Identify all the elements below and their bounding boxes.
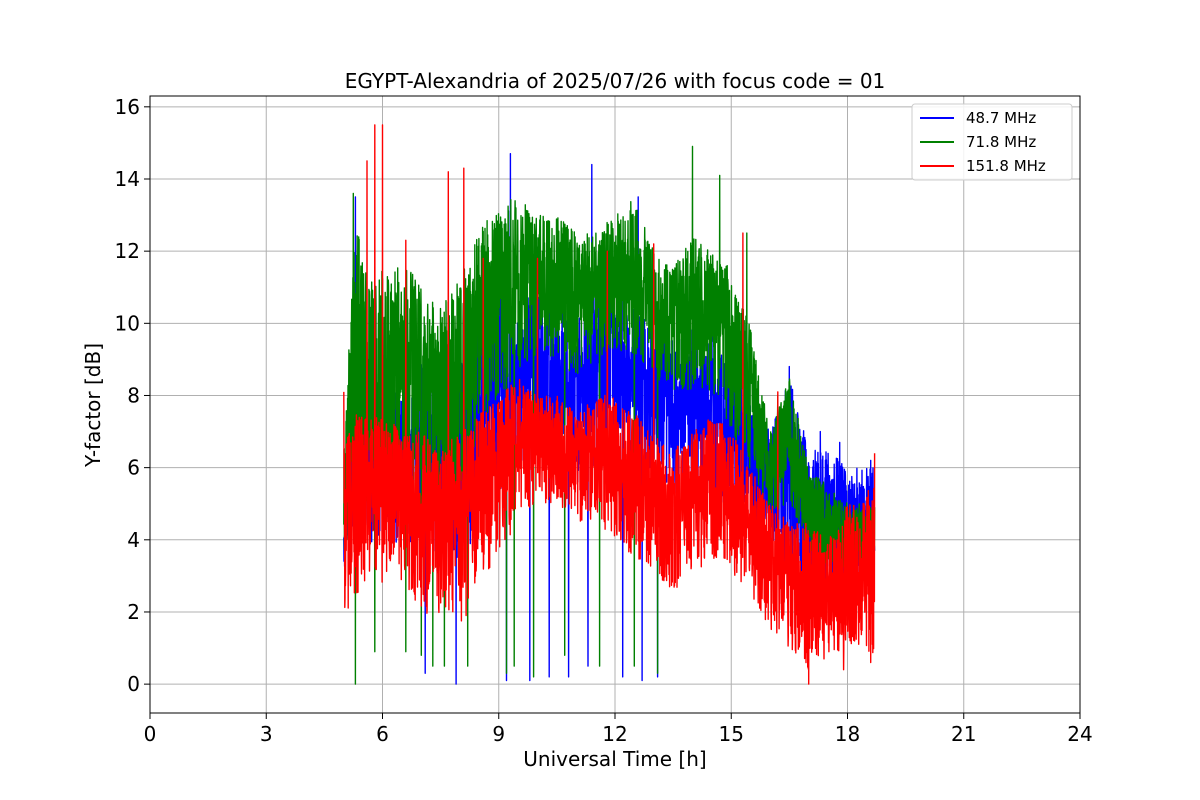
- y-tick-label: 4: [127, 528, 140, 552]
- x-axis-label: Universal Time [h]: [523, 747, 706, 771]
- y-tick-label: 6: [127, 456, 140, 480]
- y-tick-label: 14: [115, 167, 140, 191]
- legend-label-3: 151.8 MHz: [966, 157, 1046, 175]
- chart-title: EGYPT-Alexandria of 2025/07/26 with focu…: [345, 69, 886, 93]
- legend-box: [911, 103, 1073, 181]
- series-line-3: [343, 124, 876, 685]
- x-tick-label: 21: [951, 722, 976, 746]
- legend: 48.7 MHz 71.8 MHz 151.8 MHz: [911, 103, 1073, 181]
- x-tick-label: 24: [1067, 722, 1092, 746]
- y-tick-label: 8: [127, 383, 140, 407]
- y-tick-label: 0: [127, 672, 140, 696]
- x-tick-label: 0: [144, 722, 157, 746]
- x-tick-label: 3: [260, 722, 273, 746]
- legend-label-1: 48.7 MHz: [966, 109, 1036, 127]
- x-axis: 0 3 6 9 12 15 18 21 24: [144, 713, 1093, 746]
- legend-label-2: 71.8 MHz: [966, 133, 1036, 151]
- series-layer: [343, 124, 876, 685]
- y-tick-label: 16: [115, 95, 140, 119]
- y-tick-label: 10: [115, 311, 140, 335]
- x-tick-label: 15: [719, 722, 744, 746]
- y-tick-label: 2: [127, 600, 140, 624]
- x-tick-label: 12: [602, 722, 627, 746]
- x-tick-label: 6: [376, 722, 389, 746]
- x-tick-label: 9: [492, 722, 505, 746]
- y-axis: 0 2 4 6 8 10 12 14 16: [115, 95, 150, 696]
- x-tick-label: 18: [835, 722, 860, 746]
- series-line-2: [343, 145, 876, 685]
- y-axis-label: Y-factor [dB]: [81, 343, 105, 468]
- y-tick-label: 12: [115, 239, 140, 263]
